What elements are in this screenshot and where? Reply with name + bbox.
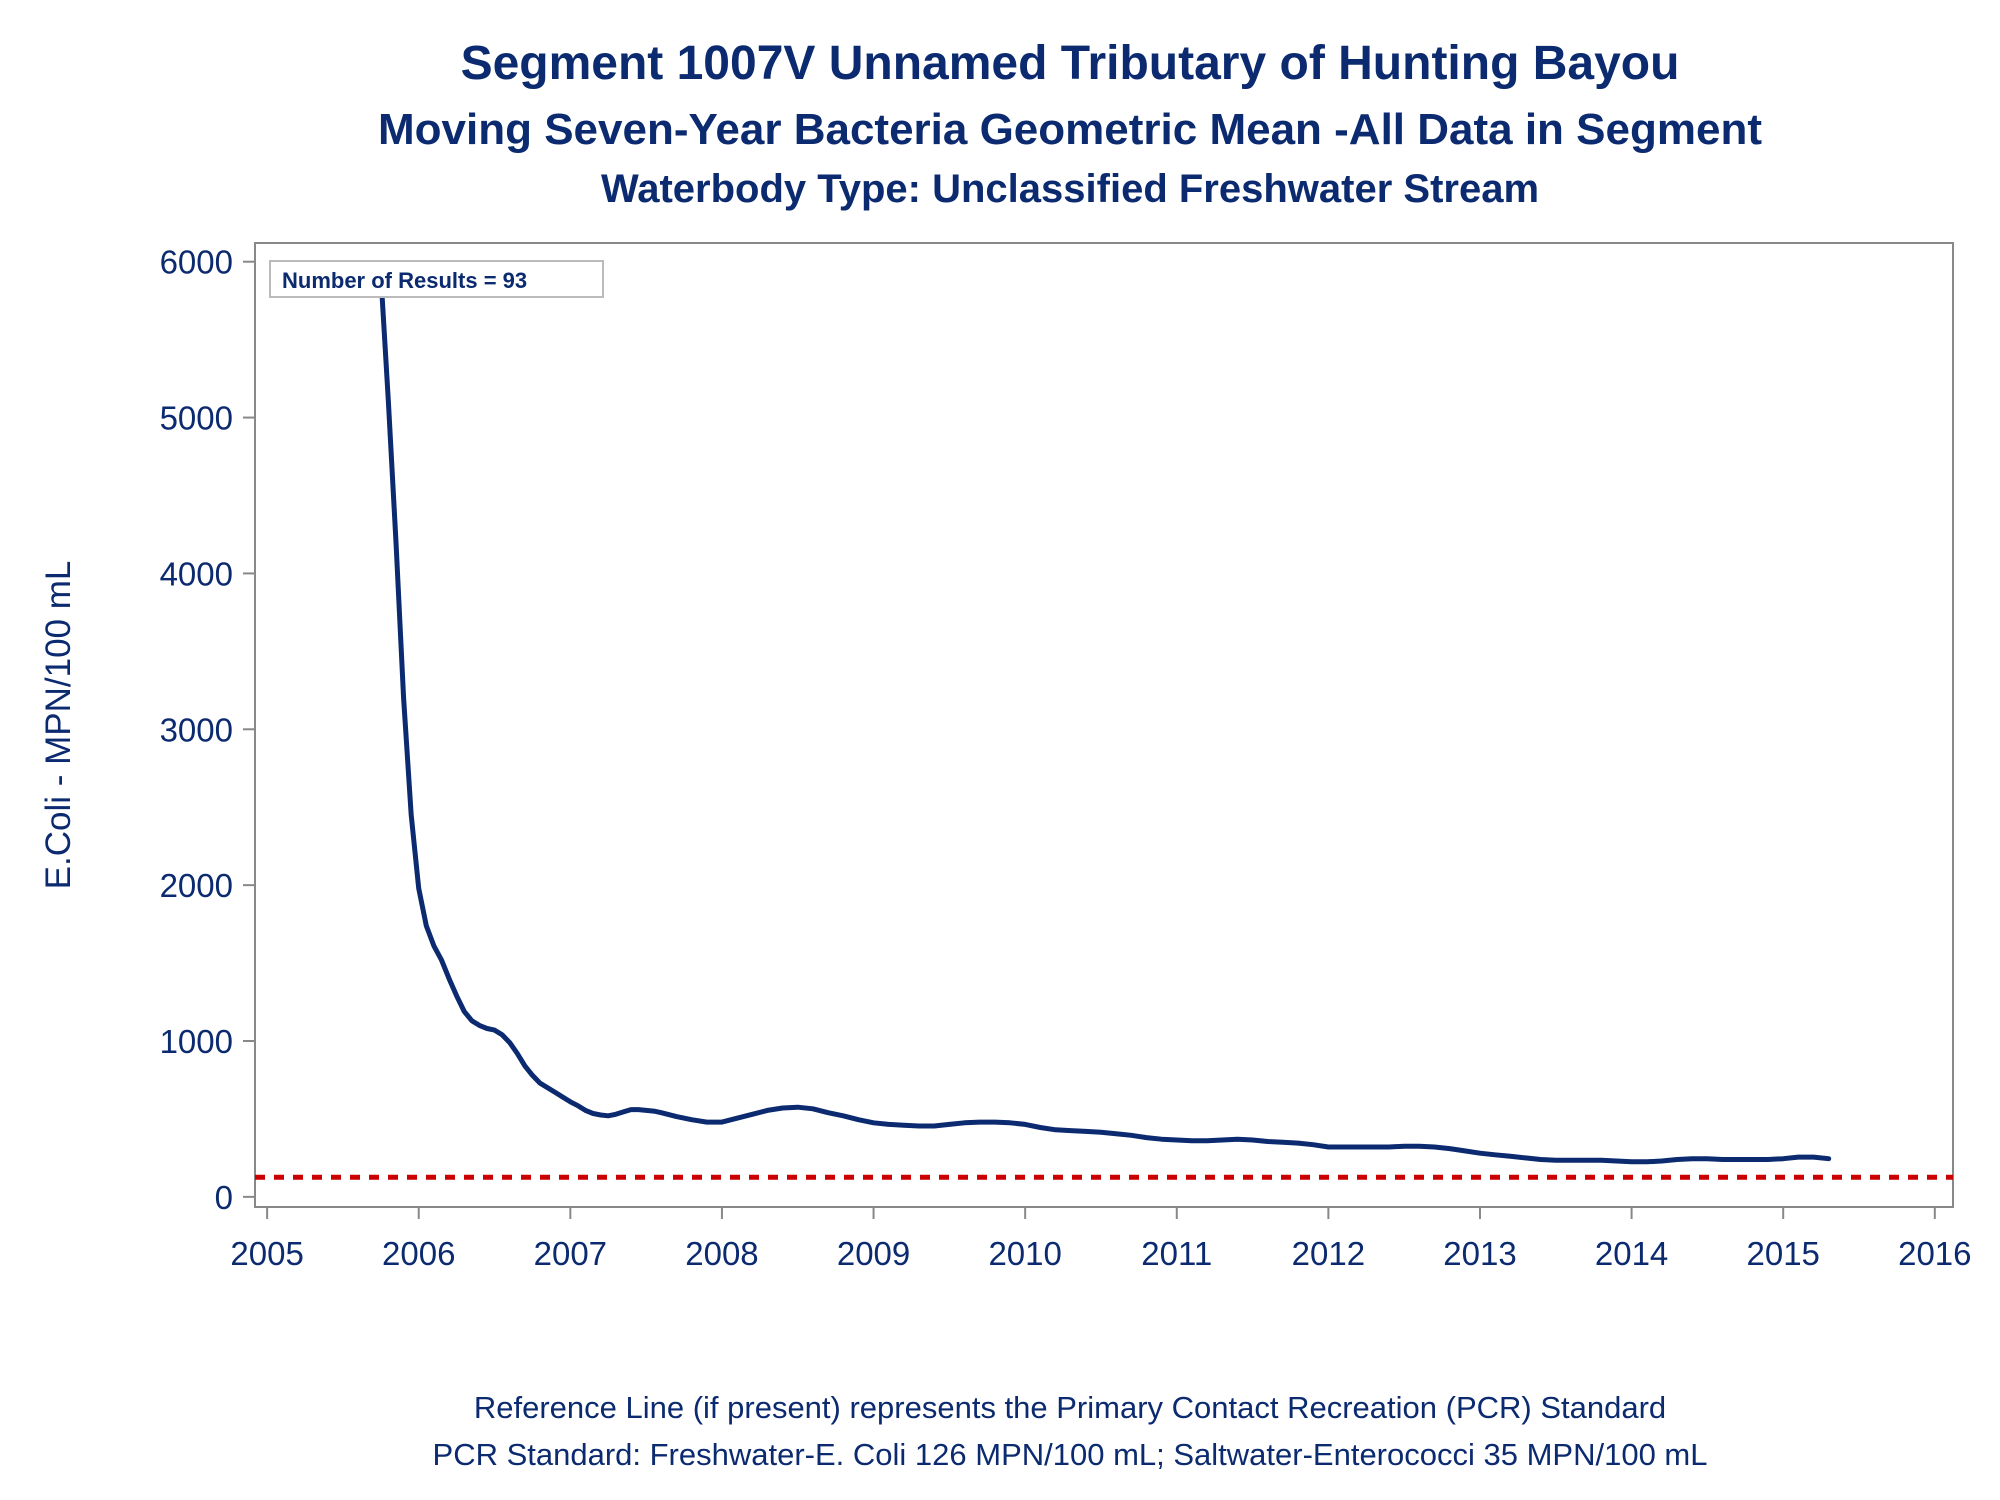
x-tick-label: 2014 <box>1595 1235 1668 1272</box>
y-tick-label: 2000 <box>160 867 233 904</box>
y-tick-label: 0 <box>215 1179 233 1216</box>
chart-waterbody-type: Waterbody Type: Unclassified Freshwater … <box>600 167 1540 211</box>
x-tick-label: 2012 <box>1292 1235 1365 1272</box>
x-tick-label: 2009 <box>837 1235 910 1272</box>
plot-frame <box>254 242 1954 1208</box>
results-annotation: Number of Results = 93 <box>269 260 604 298</box>
x-tick-label: 2011 <box>1141 1235 1212 1272</box>
x-tick-label: 2010 <box>988 1235 1061 1272</box>
footnote-pcr-standard: PCR Standard: Freshwater-E. Coli 126 MPN… <box>432 1437 1708 1472</box>
x-tick-label: 2013 <box>1443 1235 1516 1272</box>
x-tick-label: 2015 <box>1746 1235 1819 1272</box>
x-tick-label: 2005 <box>230 1235 303 1272</box>
y-tick-label: 3000 <box>160 711 233 748</box>
y-tick-label: 4000 <box>160 555 233 592</box>
y-tick-label: 5000 <box>160 400 233 437</box>
x-tick-label: 2006 <box>382 1235 455 1272</box>
annotation-text: Number of Results = 93 <box>282 268 527 293</box>
chart-subtitle: Moving Seven-Year Bacteria Geometric Mea… <box>378 105 1762 154</box>
annotation-box <box>269 260 604 298</box>
footnote-reference-line: Reference Line (if present) represents t… <box>473 1390 1667 1425</box>
x-tick-label: 2007 <box>534 1235 607 1272</box>
chart-title: Segment 1007V Unnamed Tributary of Hunti… <box>460 37 1680 90</box>
x-tick-label: 2016 <box>1898 1235 1971 1272</box>
series-line-geometric-mean <box>378 271 1832 1165</box>
y-tick-label: 6000 <box>160 244 233 281</box>
y-tick-label: 1000 <box>160 1023 233 1060</box>
y-axis-title: E.Coli - MPN/100 mL <box>39 561 78 890</box>
x-tick-label: 2008 <box>685 1235 758 1272</box>
